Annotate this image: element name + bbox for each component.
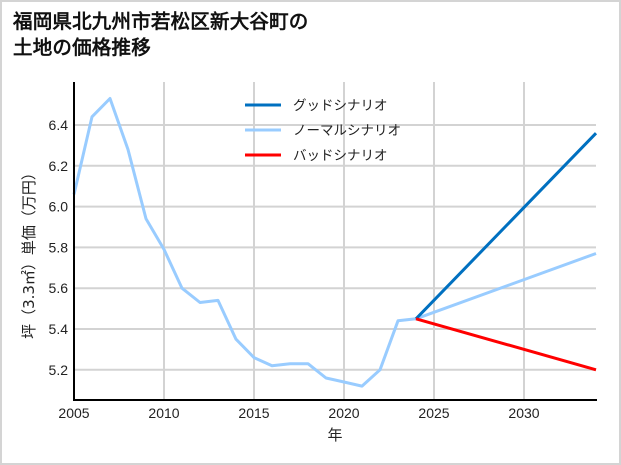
series-line bbox=[415, 317, 597, 372]
x-axis-label: 年 bbox=[327, 426, 342, 444]
chart-title: 福岡県北九州市若松区新大谷町の 土地の価格推移 bbox=[13, 9, 309, 61]
series-line bbox=[414, 132, 598, 320]
y-tick-labels: 6.4 6.2 6.0 5.8 5.6 5.4 5.2 bbox=[49, 117, 69, 378]
x-tick-label: 2010 bbox=[148, 405, 179, 421]
y-tick-label: 5.4 bbox=[49, 321, 69, 337]
x-tick-label: 2030 bbox=[508, 405, 539, 421]
legend-item: バッドシナリオ bbox=[245, 148, 388, 164]
y-tick-label: 6.0 bbox=[49, 199, 69, 215]
x-tick-label: 2005 bbox=[58, 405, 89, 421]
y-tick-label: 6.2 bbox=[49, 158, 69, 174]
legend-label: バッドシナリオ bbox=[293, 148, 388, 164]
y-axis-label: 坪（3.3㎡）単価（万円） bbox=[20, 165, 38, 339]
series-lines bbox=[72, 97, 598, 388]
x-tick-labels: 2005 2010 2015 2020 2025 2030 bbox=[58, 405, 539, 421]
x-tick-label: 2025 bbox=[418, 405, 449, 421]
y-tick-label: 5.6 bbox=[49, 280, 69, 296]
gridlines bbox=[74, 82, 596, 400]
axes bbox=[73, 82, 597, 401]
legend-label: ノーマルシナリオ bbox=[293, 123, 401, 139]
y-tick-label: 6.4 bbox=[49, 117, 69, 133]
legend-item: ノーマルシナリオ bbox=[245, 123, 401, 139]
y-tick-label: 5.8 bbox=[49, 239, 69, 255]
series-line bbox=[72, 97, 597, 388]
legend-item: グッドシナリオ bbox=[245, 98, 388, 114]
y-tick-label: 5.2 bbox=[49, 362, 69, 378]
legend-label: グッドシナリオ bbox=[293, 98, 388, 114]
chart-title-line-2: 土地の価格推移 bbox=[13, 36, 151, 59]
x-tick-label: 2020 bbox=[328, 405, 359, 421]
x-tick-label: 2015 bbox=[238, 405, 269, 421]
chart-title-line-1: 福岡県北九州市若松区新大谷町の bbox=[13, 10, 309, 33]
